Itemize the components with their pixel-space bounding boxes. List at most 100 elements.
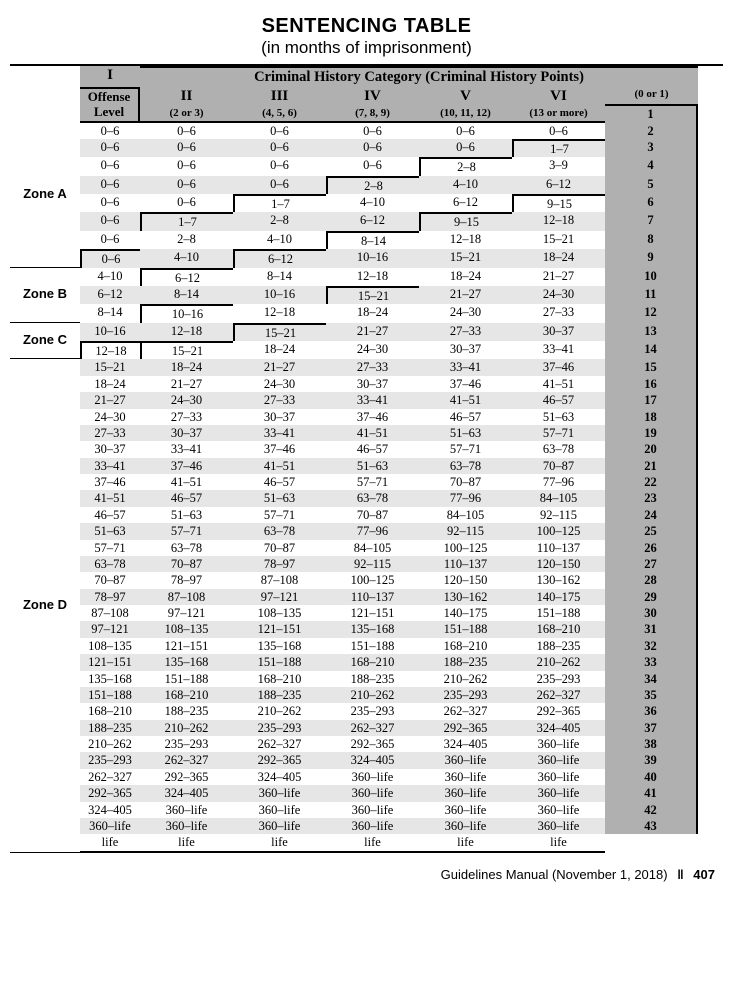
- cell-33-3: 168–210: [233, 671, 326, 687]
- cell-7-3: 4–10: [233, 231, 326, 249]
- cell-41-6: 360–life: [512, 802, 605, 818]
- cell-19-1: 30–37: [80, 441, 140, 457]
- cell-24-2: 57–71: [140, 523, 233, 539]
- offense-level-1: 1: [605, 106, 698, 123]
- cell-10-1: 6–12: [80, 286, 140, 304]
- offense-level-header: OffenseLevel: [80, 87, 140, 123]
- cell-29-3: 108–135: [233, 605, 326, 621]
- offense-level-29: 29: [605, 589, 698, 605]
- cell-11-6: 27–33: [512, 304, 605, 322]
- cell-34-2: 168–210: [140, 687, 233, 703]
- cell-16-6: 46–57: [512, 392, 605, 408]
- cell-31-6: 188–235: [512, 638, 605, 654]
- cell-9-2: 6–12: [140, 268, 233, 286]
- cell-37-3: 262–327: [233, 736, 326, 752]
- offense-level-36: 36: [605, 703, 698, 719]
- cell-5-2: 0–6: [140, 194, 233, 212]
- offense-level-17: 17: [605, 392, 698, 408]
- cell-19-4: 46–57: [326, 441, 419, 457]
- cell-10-3: 10–16: [233, 286, 326, 304]
- cell-34-4: 210–262: [326, 687, 419, 703]
- cell-13-1: 12–18: [80, 341, 140, 359]
- cell-33-4: 188–235: [326, 671, 419, 687]
- page-title: SENTENCING TABLE: [10, 15, 723, 38]
- cell-36-3: 235–293: [233, 720, 326, 736]
- cell-2-4: 0–6: [326, 139, 419, 157]
- cell-2-5: 0–6: [419, 139, 512, 157]
- cell-16-3: 27–33: [233, 392, 326, 408]
- offense-level-21: 21: [605, 458, 698, 474]
- offense-level-2: 2: [605, 123, 698, 139]
- cell-5-4: 4–10: [326, 194, 419, 212]
- cell-32-2: 135–168: [140, 654, 233, 670]
- cell-33-6: 235–293: [512, 671, 605, 687]
- offense-level-7: 7: [605, 212, 698, 230]
- cell-4-2: 0–6: [140, 176, 233, 194]
- cell-3-2: 0–6: [140, 157, 233, 175]
- cell-35-4: 235–293: [326, 703, 419, 719]
- cell-20-6: 70–87: [512, 458, 605, 474]
- cell-28-2: 87–108: [140, 589, 233, 605]
- cell-21-2: 41–51: [140, 474, 233, 490]
- offense-level-34: 34: [605, 671, 698, 687]
- cell-13-6: 33–41: [512, 341, 605, 359]
- cell-17-3: 30–37: [233, 409, 326, 425]
- offense-level-18: 18: [605, 409, 698, 425]
- cell-22-3: 51–63: [233, 490, 326, 506]
- cell-28-6: 140–175: [512, 589, 605, 605]
- offense-level-23: 23: [605, 490, 698, 506]
- cell-19-5: 57–71: [419, 441, 512, 457]
- cell-12-2: 12–18: [140, 323, 233, 341]
- cell-6-6: 12–18: [512, 212, 605, 230]
- zone-header-blank: [10, 66, 80, 123]
- offense-level-33: 33: [605, 654, 698, 670]
- cell-25-5: 100–125: [419, 540, 512, 556]
- sentencing-table: Criminal History Category (Criminal Hist…: [10, 64, 723, 853]
- cell-23-2: 51–63: [140, 507, 233, 523]
- cell-39-5: 360–life: [419, 769, 512, 785]
- cell-27-3: 87–108: [233, 572, 326, 588]
- cell-30-6: 168–210: [512, 621, 605, 637]
- cell-43-3: life: [233, 834, 326, 852]
- cell-15-5: 37–46: [419, 376, 512, 392]
- cell-14-3: 21–27: [233, 359, 326, 375]
- cell-25-2: 63–78: [140, 540, 233, 556]
- cell-26-6: 120–150: [512, 556, 605, 572]
- cell-21-6: 77–96: [512, 474, 605, 490]
- cell-43-1: life: [80, 834, 140, 852]
- cell-38-1: 235–293: [80, 752, 140, 768]
- cell-7-4: 8–14: [326, 231, 419, 249]
- cell-40-4: 360–life: [326, 785, 419, 801]
- cell-13-3: 18–24: [233, 341, 326, 359]
- cell-30-4: 135–168: [326, 621, 419, 637]
- cell-4-4: 2–8: [326, 176, 419, 194]
- cell-27-1: 70–87: [80, 572, 140, 588]
- offense-level-4: 4: [605, 157, 698, 175]
- cell-20-4: 51–63: [326, 458, 419, 474]
- cell-17-6: 51–63: [512, 409, 605, 425]
- offense-level-10: 10: [605, 268, 698, 286]
- cell-29-5: 140–175: [419, 605, 512, 621]
- cell-17-4: 37–46: [326, 409, 419, 425]
- cell-36-5: 292–365: [419, 720, 512, 736]
- cell-22-5: 77–96: [419, 490, 512, 506]
- cell-7-1: 0–6: [80, 231, 140, 249]
- cell-29-1: 87–108: [80, 605, 140, 621]
- cell-13-2: 15–21: [140, 341, 233, 359]
- cell-14-4: 27–33: [326, 359, 419, 375]
- cell-26-5: 110–137: [419, 556, 512, 572]
- page-subtitle: (in months of imprisonment): [10, 38, 723, 58]
- cell-1-1: 0–6: [80, 123, 140, 139]
- cell-16-5: 41–51: [419, 392, 512, 408]
- cell-15-2: 21–27: [140, 376, 233, 392]
- cell-41-3: 360–life: [233, 802, 326, 818]
- cell-1-3: 0–6: [233, 123, 326, 139]
- footer-separator: ‖: [677, 867, 683, 882]
- cell-14-2: 18–24: [140, 359, 233, 375]
- column-subheader-5: (10, 11, 12): [419, 106, 512, 123]
- cell-3-6: 3–9: [512, 157, 605, 175]
- cell-9-1: 4–10: [80, 268, 140, 286]
- cell-6-1: 0–6: [80, 212, 140, 230]
- column-header-4: IV: [326, 87, 419, 106]
- cell-8-3: 6–12: [233, 249, 326, 267]
